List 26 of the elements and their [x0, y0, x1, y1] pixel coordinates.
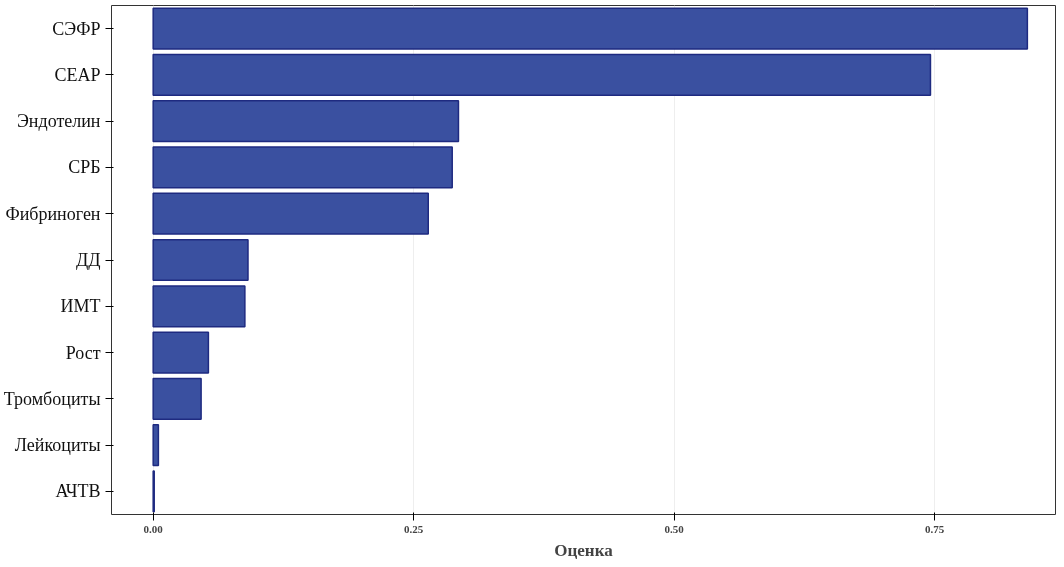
- y-tick-label: АЧТВ: [55, 481, 101, 502]
- bar: [152, 146, 453, 189]
- x-tick-label: 0.25: [404, 522, 424, 535]
- bar: [152, 100, 460, 143]
- x-tick-label: 0.50: [664, 522, 685, 535]
- x-tick-label: 0.00: [143, 522, 164, 535]
- y-tick-label: Лейкоциты: [14, 435, 101, 456]
- y-tick-label: СЭФР: [52, 18, 101, 39]
- bar: [152, 331, 210, 374]
- bar: [152, 53, 932, 97]
- y-tick-label: Тромбоциты: [3, 388, 101, 409]
- bar: [152, 192, 429, 235]
- y-tick-label: Фибриноген: [5, 203, 101, 224]
- x-tick-label: 0.75: [925, 522, 945, 535]
- bar: [152, 7, 1029, 50]
- bar: [152, 377, 202, 420]
- bar: [152, 423, 160, 467]
- y-tick-label: ДД: [75, 250, 101, 270]
- y-tick-label: Рост: [65, 342, 101, 363]
- bar: [152, 285, 246, 328]
- y-tick-label: ИМТ: [60, 296, 101, 317]
- y-tick-label: СРБ: [68, 157, 101, 178]
- bar: [152, 238, 249, 282]
- y-tick-label: Эндотелин: [16, 111, 101, 132]
- y-tick-label: СЕАР: [54, 64, 101, 85]
- x-axis-title: Оценка: [554, 540, 614, 560]
